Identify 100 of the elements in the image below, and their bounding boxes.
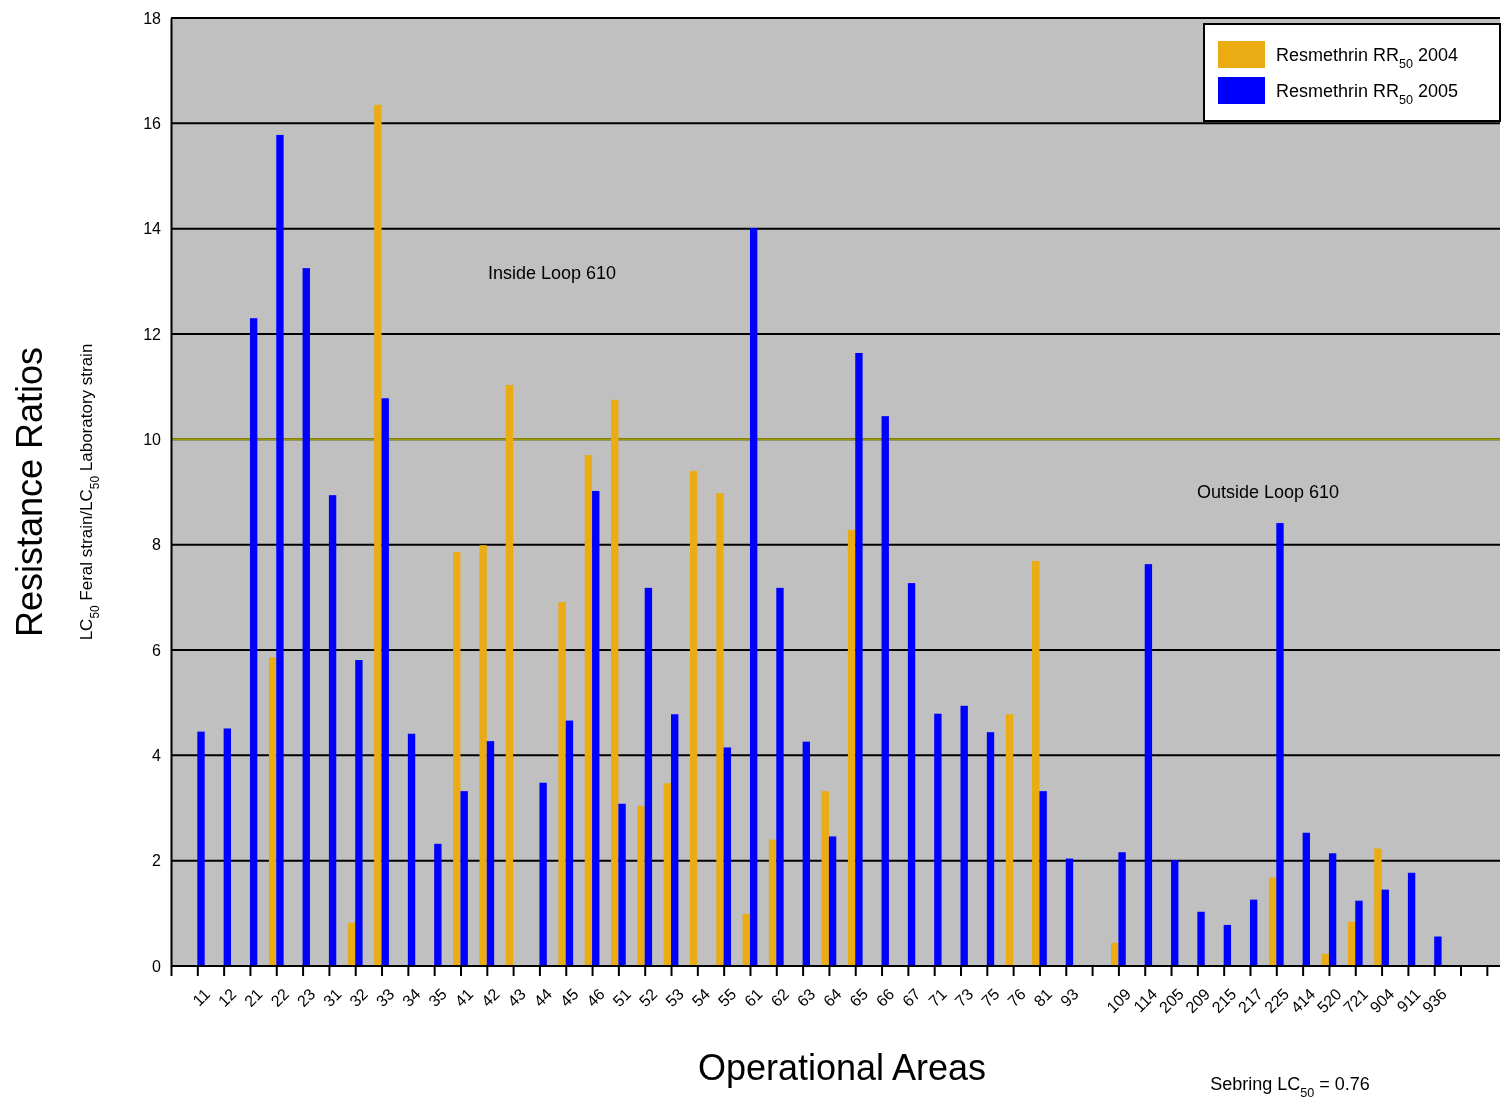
- bar: [855, 352, 863, 966]
- bar: [934, 713, 942, 966]
- bar: [486, 741, 495, 966]
- bar: [276, 134, 284, 966]
- y-tick-label: 18: [143, 9, 162, 27]
- x-tick-label: 65: [846, 985, 872, 1010]
- x-tick-label: 43: [504, 985, 529, 1010]
- x-tick-label: 31: [320, 985, 345, 1010]
- bar: [355, 660, 363, 966]
- bar: [1223, 924, 1232, 966]
- y-tick-label: 4: [152, 746, 162, 764]
- x-tick-label: 41: [451, 985, 477, 1010]
- bar: [1381, 889, 1389, 966]
- bar: [1197, 911, 1205, 966]
- x-tick-label: 64: [820, 985, 845, 1010]
- x-tick-label: 22: [267, 985, 293, 1010]
- y-tick-label: 0: [152, 957, 162, 975]
- bar: [302, 268, 310, 966]
- x-tick-label: 44: [530, 985, 556, 1010]
- bar: [716, 493, 724, 966]
- x-tick-label: 35: [425, 985, 451, 1010]
- x-tick-label: 53: [662, 985, 687, 1010]
- bar: [907, 583, 916, 966]
- bar: [847, 529, 856, 966]
- bar: [689, 470, 698, 966]
- legend-label: Resmethrin RR$_{50}$ 2004: [1276, 45, 1459, 71]
- x-tick-label: 11: [189, 985, 214, 1010]
- bar: [644, 587, 653, 966]
- x-tick-label: 73: [951, 985, 977, 1010]
- x-tick-label: 71: [925, 985, 951, 1010]
- x-tick-label: 93: [1056, 985, 1082, 1010]
- bar: [434, 843, 442, 966]
- bar: [802, 741, 810, 966]
- x-tick-label: 52: [635, 985, 661, 1010]
- x-tick-label: 81: [1030, 985, 1056, 1010]
- bar: [881, 416, 889, 966]
- x-tick-label: 66: [872, 985, 898, 1010]
- x-tick-label: 23: [293, 985, 319, 1010]
- bar: [374, 104, 382, 966]
- bar: [1039, 791, 1047, 966]
- bar: [749, 228, 758, 966]
- annotation: Inside Loop 610: [487, 263, 617, 283]
- x-tick-label: 215: [1208, 985, 1240, 1017]
- bar: [1347, 921, 1356, 966]
- x-tick-label: 67: [899, 985, 924, 1010]
- legend-label: Resmethrin RR$_{50}$ 2005: [1276, 81, 1459, 107]
- y-tick-label: 10: [143, 430, 162, 448]
- x-tick-label: 54: [688, 985, 714, 1010]
- bar: [328, 495, 337, 966]
- bar: [828, 836, 837, 966]
- bar: [1032, 560, 1040, 966]
- bar: [671, 714, 679, 966]
- bar: [197, 731, 205, 966]
- x-tick-label: 76: [1004, 985, 1030, 1010]
- bar: [1249, 899, 1258, 966]
- x-tick-label: 911: [1393, 985, 1424, 1016]
- bar: [776, 587, 784, 966]
- y-tick-label: 12: [143, 325, 162, 343]
- bar: [565, 720, 574, 966]
- bar: [381, 398, 389, 966]
- x-tick-label: 34: [399, 985, 424, 1010]
- x-tick-label: 75: [978, 985, 1003, 1010]
- x-tick-label: 46: [583, 985, 608, 1010]
- bar: [453, 552, 461, 966]
- x-tick-label: 63: [793, 985, 819, 1010]
- bar: [1268, 877, 1277, 966]
- bar: [1276, 523, 1284, 966]
- bar: [539, 782, 547, 966]
- bar: [1065, 858, 1074, 966]
- bar: [742, 913, 750, 966]
- bar: [768, 839, 777, 966]
- y-axis-title: Resistance Ratios: [9, 346, 50, 638]
- bar: [1111, 942, 1119, 966]
- bar: [1302, 832, 1310, 966]
- annotation: Outside Loop 610: [1196, 482, 1340, 502]
- text: Sebring LC$_{50}$ = 0.76: [1210, 1074, 1370, 1098]
- bar: [1434, 936, 1442, 966]
- bar: [249, 318, 258, 966]
- x-tick-label: 12: [214, 985, 240, 1010]
- bar: [723, 747, 732, 966]
- bar: [960, 705, 968, 966]
- bar: [460, 791, 468, 966]
- y-tick-label: 16: [143, 114, 162, 132]
- bar: [1374, 848, 1382, 966]
- y-tick-label: 14: [143, 220, 162, 238]
- bar: [268, 657, 277, 966]
- x-tick-label: 51: [609, 985, 635, 1010]
- bar: [479, 545, 487, 966]
- y-tick-label: 8: [152, 536, 162, 554]
- bar: [1328, 853, 1337, 966]
- bar: [821, 791, 829, 966]
- x-tick-label: 21: [241, 985, 266, 1010]
- x-tick-label: 225: [1261, 985, 1293, 1017]
- bar: [618, 803, 626, 966]
- bar: [347, 922, 356, 966]
- bar: [592, 490, 600, 966]
- bar: [1407, 872, 1416, 966]
- bar: [1118, 852, 1126, 966]
- bar: [1005, 714, 1014, 966]
- y-tick-label: 6: [152, 641, 162, 659]
